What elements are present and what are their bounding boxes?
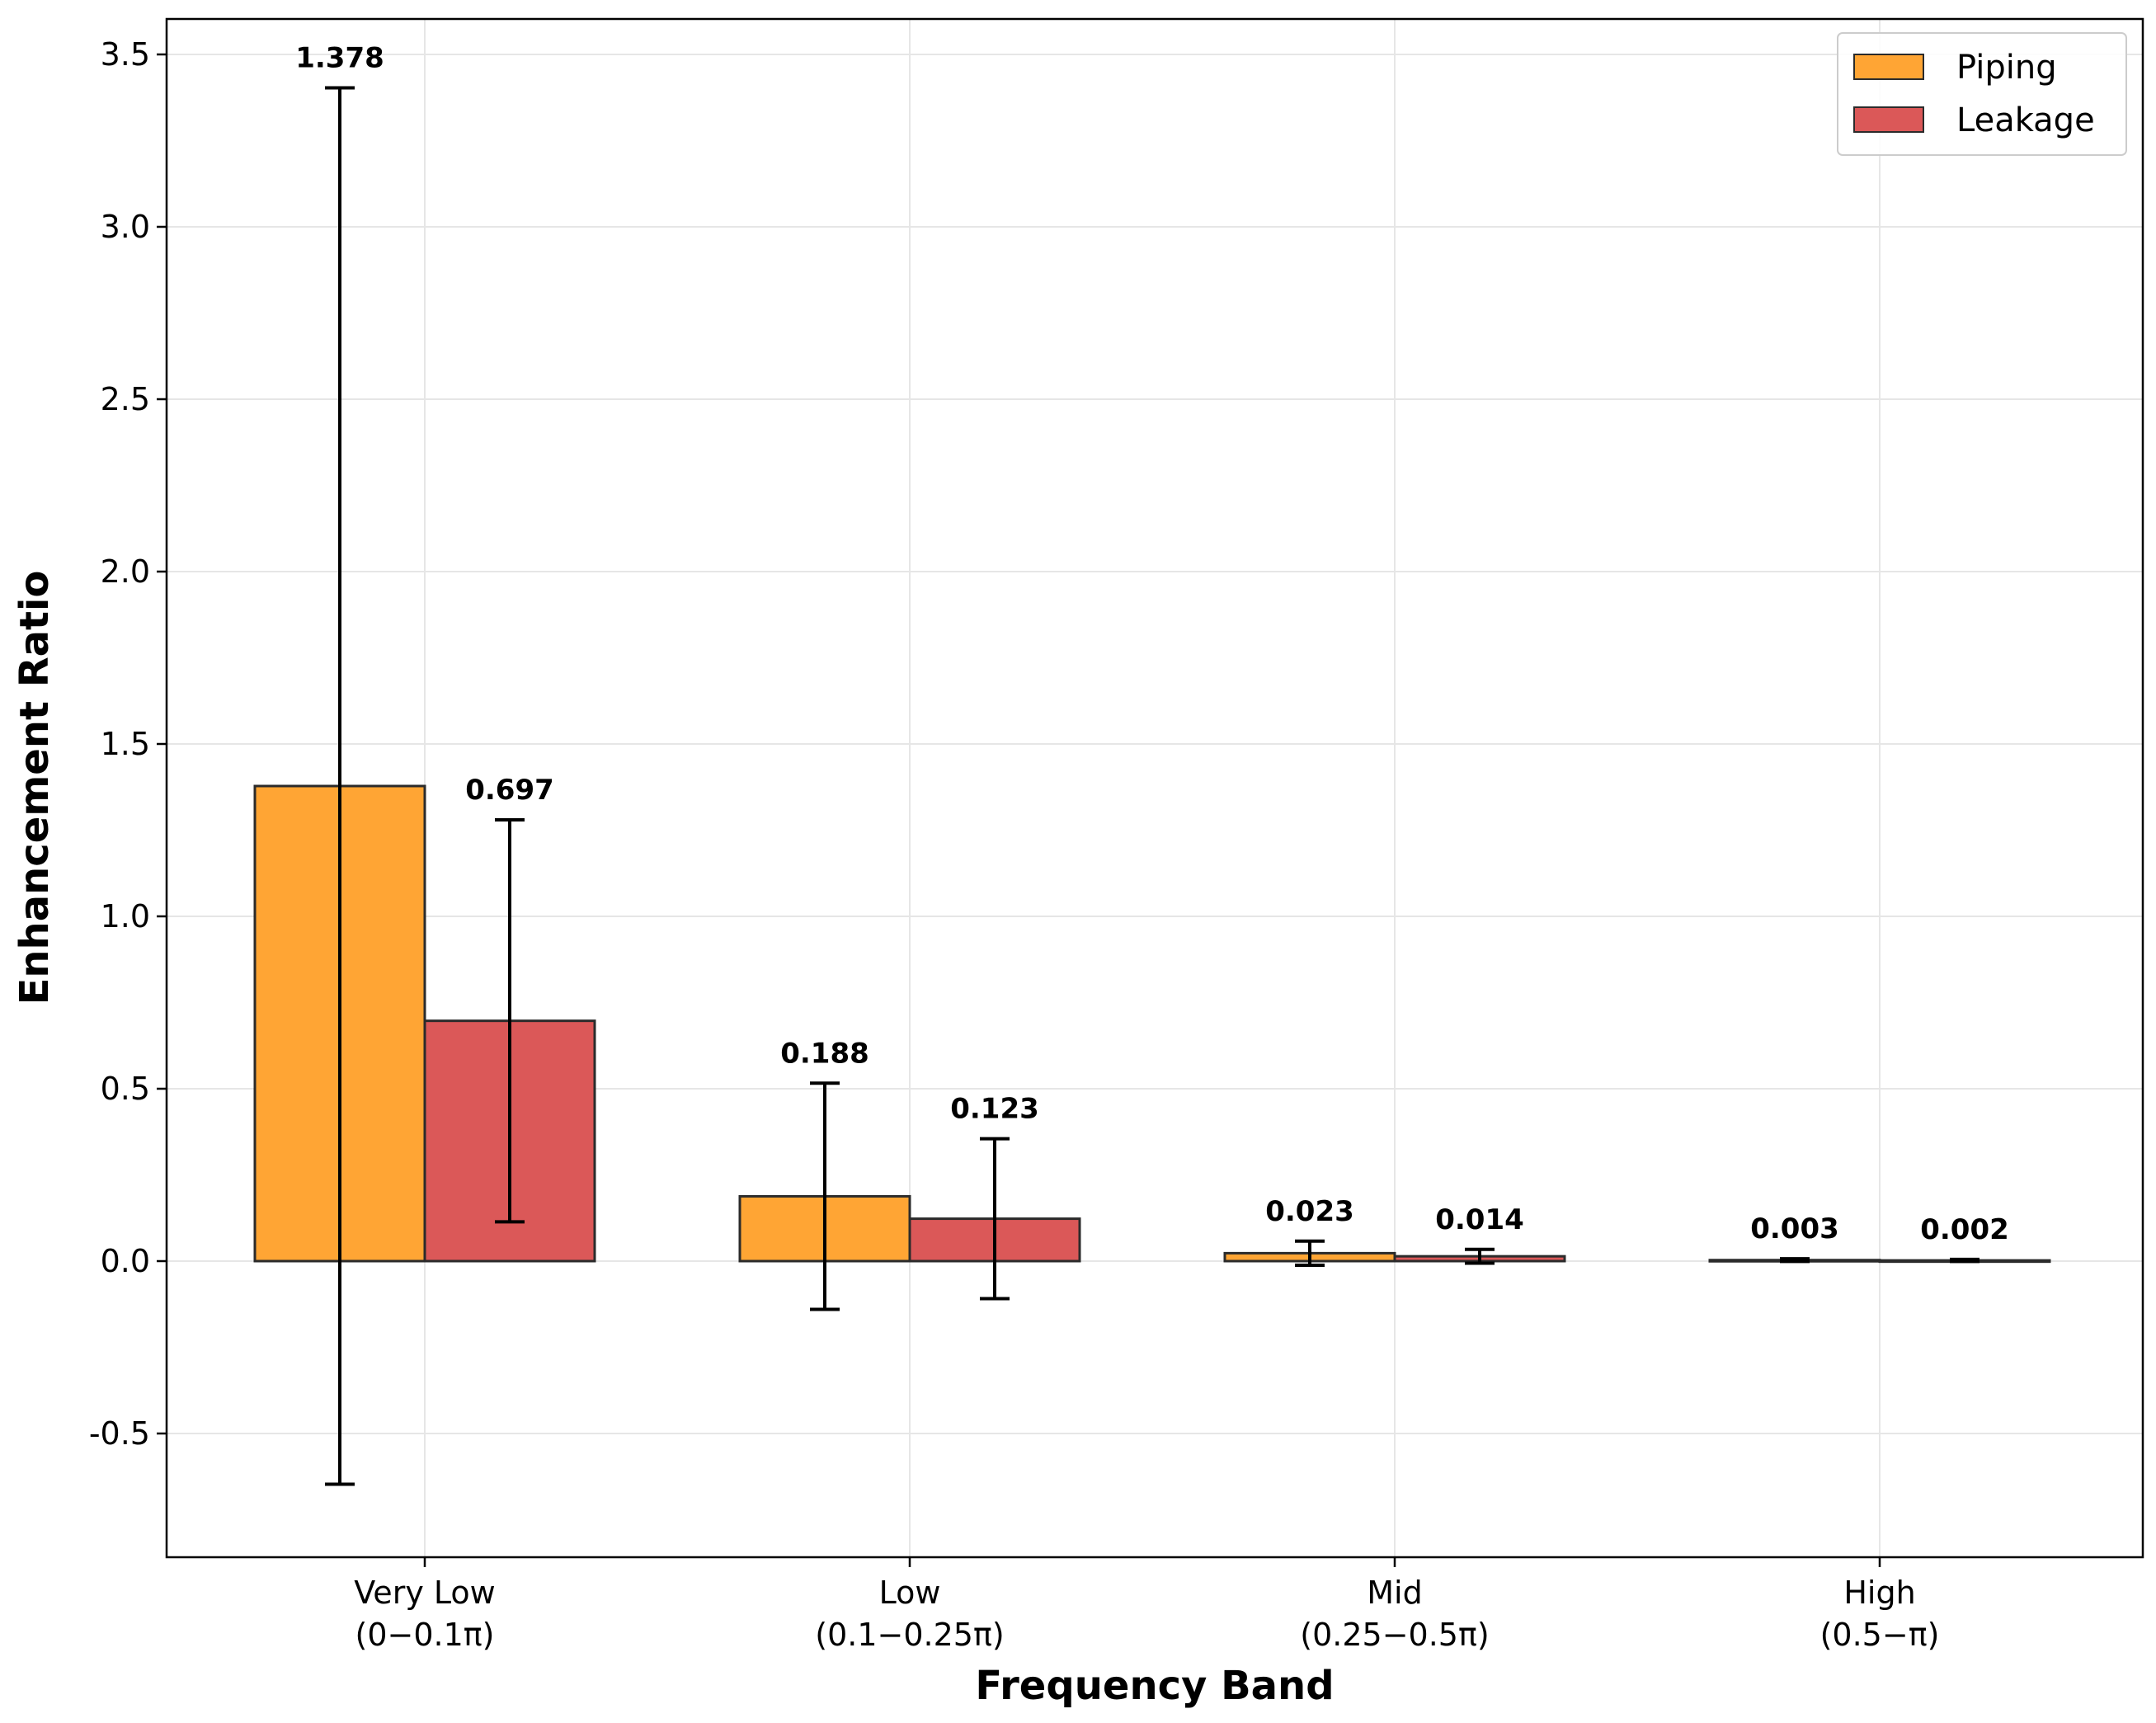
y-tick-label: 0.0 — [101, 1243, 150, 1279]
data-labels: 1.378 0.188 0.023 0.003 0.697 0.123 0.014 0.002 — [295, 42, 2009, 1246]
plot-frame — [165, 17, 2144, 1559]
x-axis-title: Frequency Band — [975, 1663, 1334, 1709]
bars — [253, 784, 2051, 1264]
data-label-piping: 0.188 — [780, 1037, 869, 1070]
legend-label-leakage: Leakage — [1956, 101, 2095, 139]
data-label-piping: 0.023 — [1265, 1195, 1354, 1228]
y-axis: -0.5 0.0 0.5 1.0 1.5 2.0 2.5 3.0 3.5 — [89, 36, 167, 1452]
legend-label-piping: Piping — [1956, 49, 2057, 87]
y-tick-label: 1.5 — [101, 726, 150, 762]
x-tick-label: High — [1843, 1575, 1915, 1611]
y-tick-label: 0.5 — [101, 1071, 150, 1107]
x-axis: Very Low (0−0.1π) Low (0.1−0.25π) Mid (0.25−0… — [354, 1557, 1939, 1653]
grid-lines — [167, 19, 2143, 1557]
y-axis-title: Enhancement Ratio — [12, 571, 58, 1005]
x-tick-sublabel: (0.25−0.5π) — [1300, 1617, 1489, 1653]
y-tick-label: 1.0 — [101, 898, 150, 934]
data-label-piping: 0.003 — [1750, 1212, 1839, 1245]
error-bars — [325, 86, 1979, 1486]
x-tick-label: Very Low — [354, 1575, 495, 1611]
x-tick-label: Mid — [1367, 1575, 1422, 1611]
data-label-piping: 1.378 — [295, 42, 384, 75]
y-tick-label: 2.0 — [101, 553, 150, 590]
y-tick-label: -0.5 — [89, 1415, 150, 1452]
y-tick-label: 2.5 — [101, 381, 150, 417]
data-label-leakage: 0.002 — [1920, 1213, 2009, 1246]
data-label-leakage: 0.014 — [1435, 1203, 1524, 1236]
x-tick-sublabel: (0−0.1π) — [355, 1617, 495, 1653]
x-tick-sublabel: (0.5−π) — [1820, 1617, 1940, 1653]
data-label-leakage: 0.123 — [950, 1093, 1039, 1126]
legend-swatch-leakage — [1853, 106, 1924, 133]
legend: Piping Leakage — [1837, 32, 2127, 156]
y-tick-label: 3.0 — [101, 209, 150, 245]
y-tick-label: 3.5 — [101, 36, 150, 73]
data-label-leakage: 0.697 — [465, 774, 554, 807]
x-tick-sublabel: (0.1−0.25π) — [815, 1617, 1004, 1653]
x-tick-label: Low — [879, 1575, 941, 1611]
legend-swatch-piping — [1853, 54, 1924, 80]
